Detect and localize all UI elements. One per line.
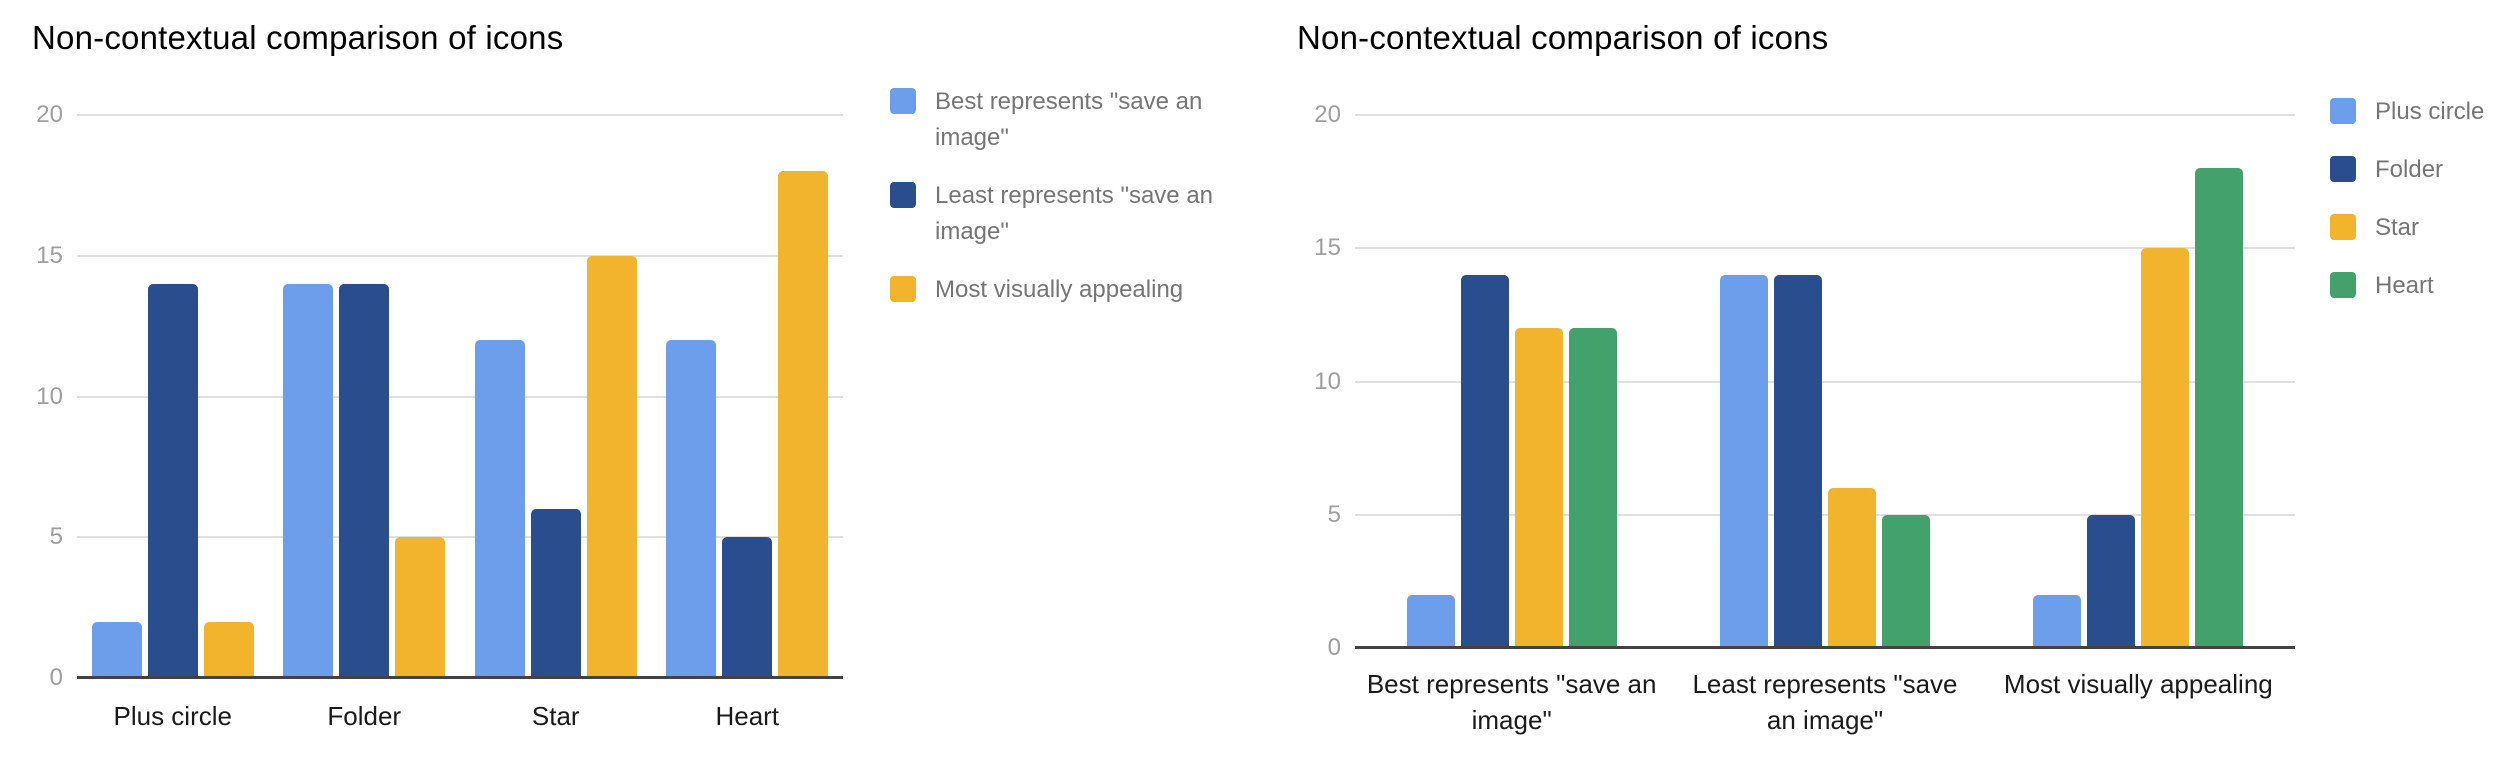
legend-label: Plus circle xyxy=(2375,98,2485,125)
bar-plus-circle xyxy=(1720,274,1768,648)
y-axis-tick-label: 5 xyxy=(1327,500,1341,528)
x-category-label: Heart xyxy=(715,701,780,731)
chart-panel-icons-by-question: Non-contextual comparison of icons 0 5 10 15… xyxy=(1250,0,2500,771)
chart-title: Non-contextual comparison of icons xyxy=(32,19,564,56)
bar-plus-circle xyxy=(1406,594,1455,648)
legend: Plus circle Folder Star Heart xyxy=(2330,94,2484,304)
legend-item: Plus circle xyxy=(2330,94,2484,130)
bar-heart xyxy=(1568,328,1617,648)
legend-item: Least represents "save an image" xyxy=(890,178,1235,250)
gridline xyxy=(77,254,843,257)
y-axis-tick-label: 0 xyxy=(49,664,63,691)
bar-folder xyxy=(2087,514,2136,648)
bar-best-represents-save-an-image xyxy=(283,283,334,678)
y-axis-tick-label: 20 xyxy=(36,101,63,128)
y-axis-tick-label: 10 xyxy=(36,382,63,410)
legend-label: Heart xyxy=(2375,272,2434,299)
gridline xyxy=(1355,380,2295,383)
gridline xyxy=(1355,247,2295,250)
legend-item: Best represents "save an image" xyxy=(890,84,1235,156)
bar-plus-circle xyxy=(2033,594,2082,648)
bar-heart xyxy=(2195,168,2244,648)
bar-folder xyxy=(1774,274,1822,648)
y-axis-tick-label: 15 xyxy=(1314,234,1341,262)
legend-swatch-icon xyxy=(2330,272,2356,298)
y-axis-tick-label: 20 xyxy=(1314,101,1341,128)
y-axis-tick-label: 15 xyxy=(36,241,63,269)
bar-most-visually-appealing xyxy=(395,537,446,678)
plot-area xyxy=(1355,114,2295,649)
legend-swatch-icon xyxy=(2330,156,2356,182)
legend: Best represents "save an image" Least rep… xyxy=(890,84,1235,308)
x-category-label: Folder xyxy=(327,701,402,731)
legend-item: Heart xyxy=(2330,268,2484,304)
legend-swatch-icon xyxy=(2330,214,2356,240)
legend-label: Most visually appealing xyxy=(935,276,1184,303)
gridline xyxy=(77,395,843,398)
legend-item: Star xyxy=(2330,210,2484,246)
x-category-label: Most visually appealing xyxy=(2003,669,2273,699)
x-category-label: Star xyxy=(531,701,580,731)
y-axis-tick-label: 0 xyxy=(1327,634,1341,661)
bar-star xyxy=(1828,488,1876,648)
bar-most-visually-appealing xyxy=(586,255,637,678)
legend-label: Folder xyxy=(2375,156,2444,183)
legend-swatch-icon xyxy=(2330,98,2356,124)
bar-least-represents-save-an-image xyxy=(339,283,390,678)
legend-label: Star xyxy=(2375,214,2420,241)
bar-most-visually-appealing xyxy=(778,171,829,678)
bar-least-represents-save-an-image xyxy=(722,537,773,678)
x-axis-baseline xyxy=(77,676,843,679)
bar-heart xyxy=(1882,514,1930,648)
chart-title: Non-contextual comparison of icons xyxy=(1297,19,1829,56)
bar-best-represents-save-an-image xyxy=(91,621,142,678)
bar-least-represents-save-an-image xyxy=(530,509,581,678)
legend-item: Folder xyxy=(2330,152,2484,188)
legend-swatch-icon xyxy=(890,182,916,208)
x-category-label: Best represents "save an image" xyxy=(1366,669,1657,735)
gridline xyxy=(1355,114,2295,116)
bar-best-represents-save-an-image xyxy=(474,340,525,678)
bar-most-visually-appealing xyxy=(203,621,254,678)
gridline xyxy=(77,114,843,116)
legend-swatch-icon xyxy=(890,88,916,114)
bar-least-represents-save-an-image xyxy=(147,283,198,678)
x-category-label: Least represents "save an image" xyxy=(1692,669,1958,735)
legend-swatch-icon xyxy=(890,276,916,302)
x-category-label: Plus circle xyxy=(113,701,232,731)
legend-label: Least represents "save an image" xyxy=(935,182,1214,245)
x-axis-baseline xyxy=(1355,646,2295,649)
bar-best-represents-save-an-image xyxy=(666,340,717,678)
bar-star xyxy=(1514,328,1563,648)
gridline xyxy=(77,536,843,539)
bar-folder xyxy=(1460,274,1509,648)
chart-panel-icons-by-icon: Non-contextual comparison of icons 0 5 10 15… xyxy=(32,19,1235,731)
bar-star xyxy=(2141,248,2190,648)
gridline xyxy=(1355,513,2295,516)
legend-item: Most visually appealing xyxy=(890,272,1235,308)
y-axis-tick-label: 5 xyxy=(49,523,63,551)
plot-area xyxy=(77,114,843,679)
y-axis-tick-label: 10 xyxy=(1314,367,1341,395)
legend-label: Best represents "save an image" xyxy=(935,88,1203,151)
